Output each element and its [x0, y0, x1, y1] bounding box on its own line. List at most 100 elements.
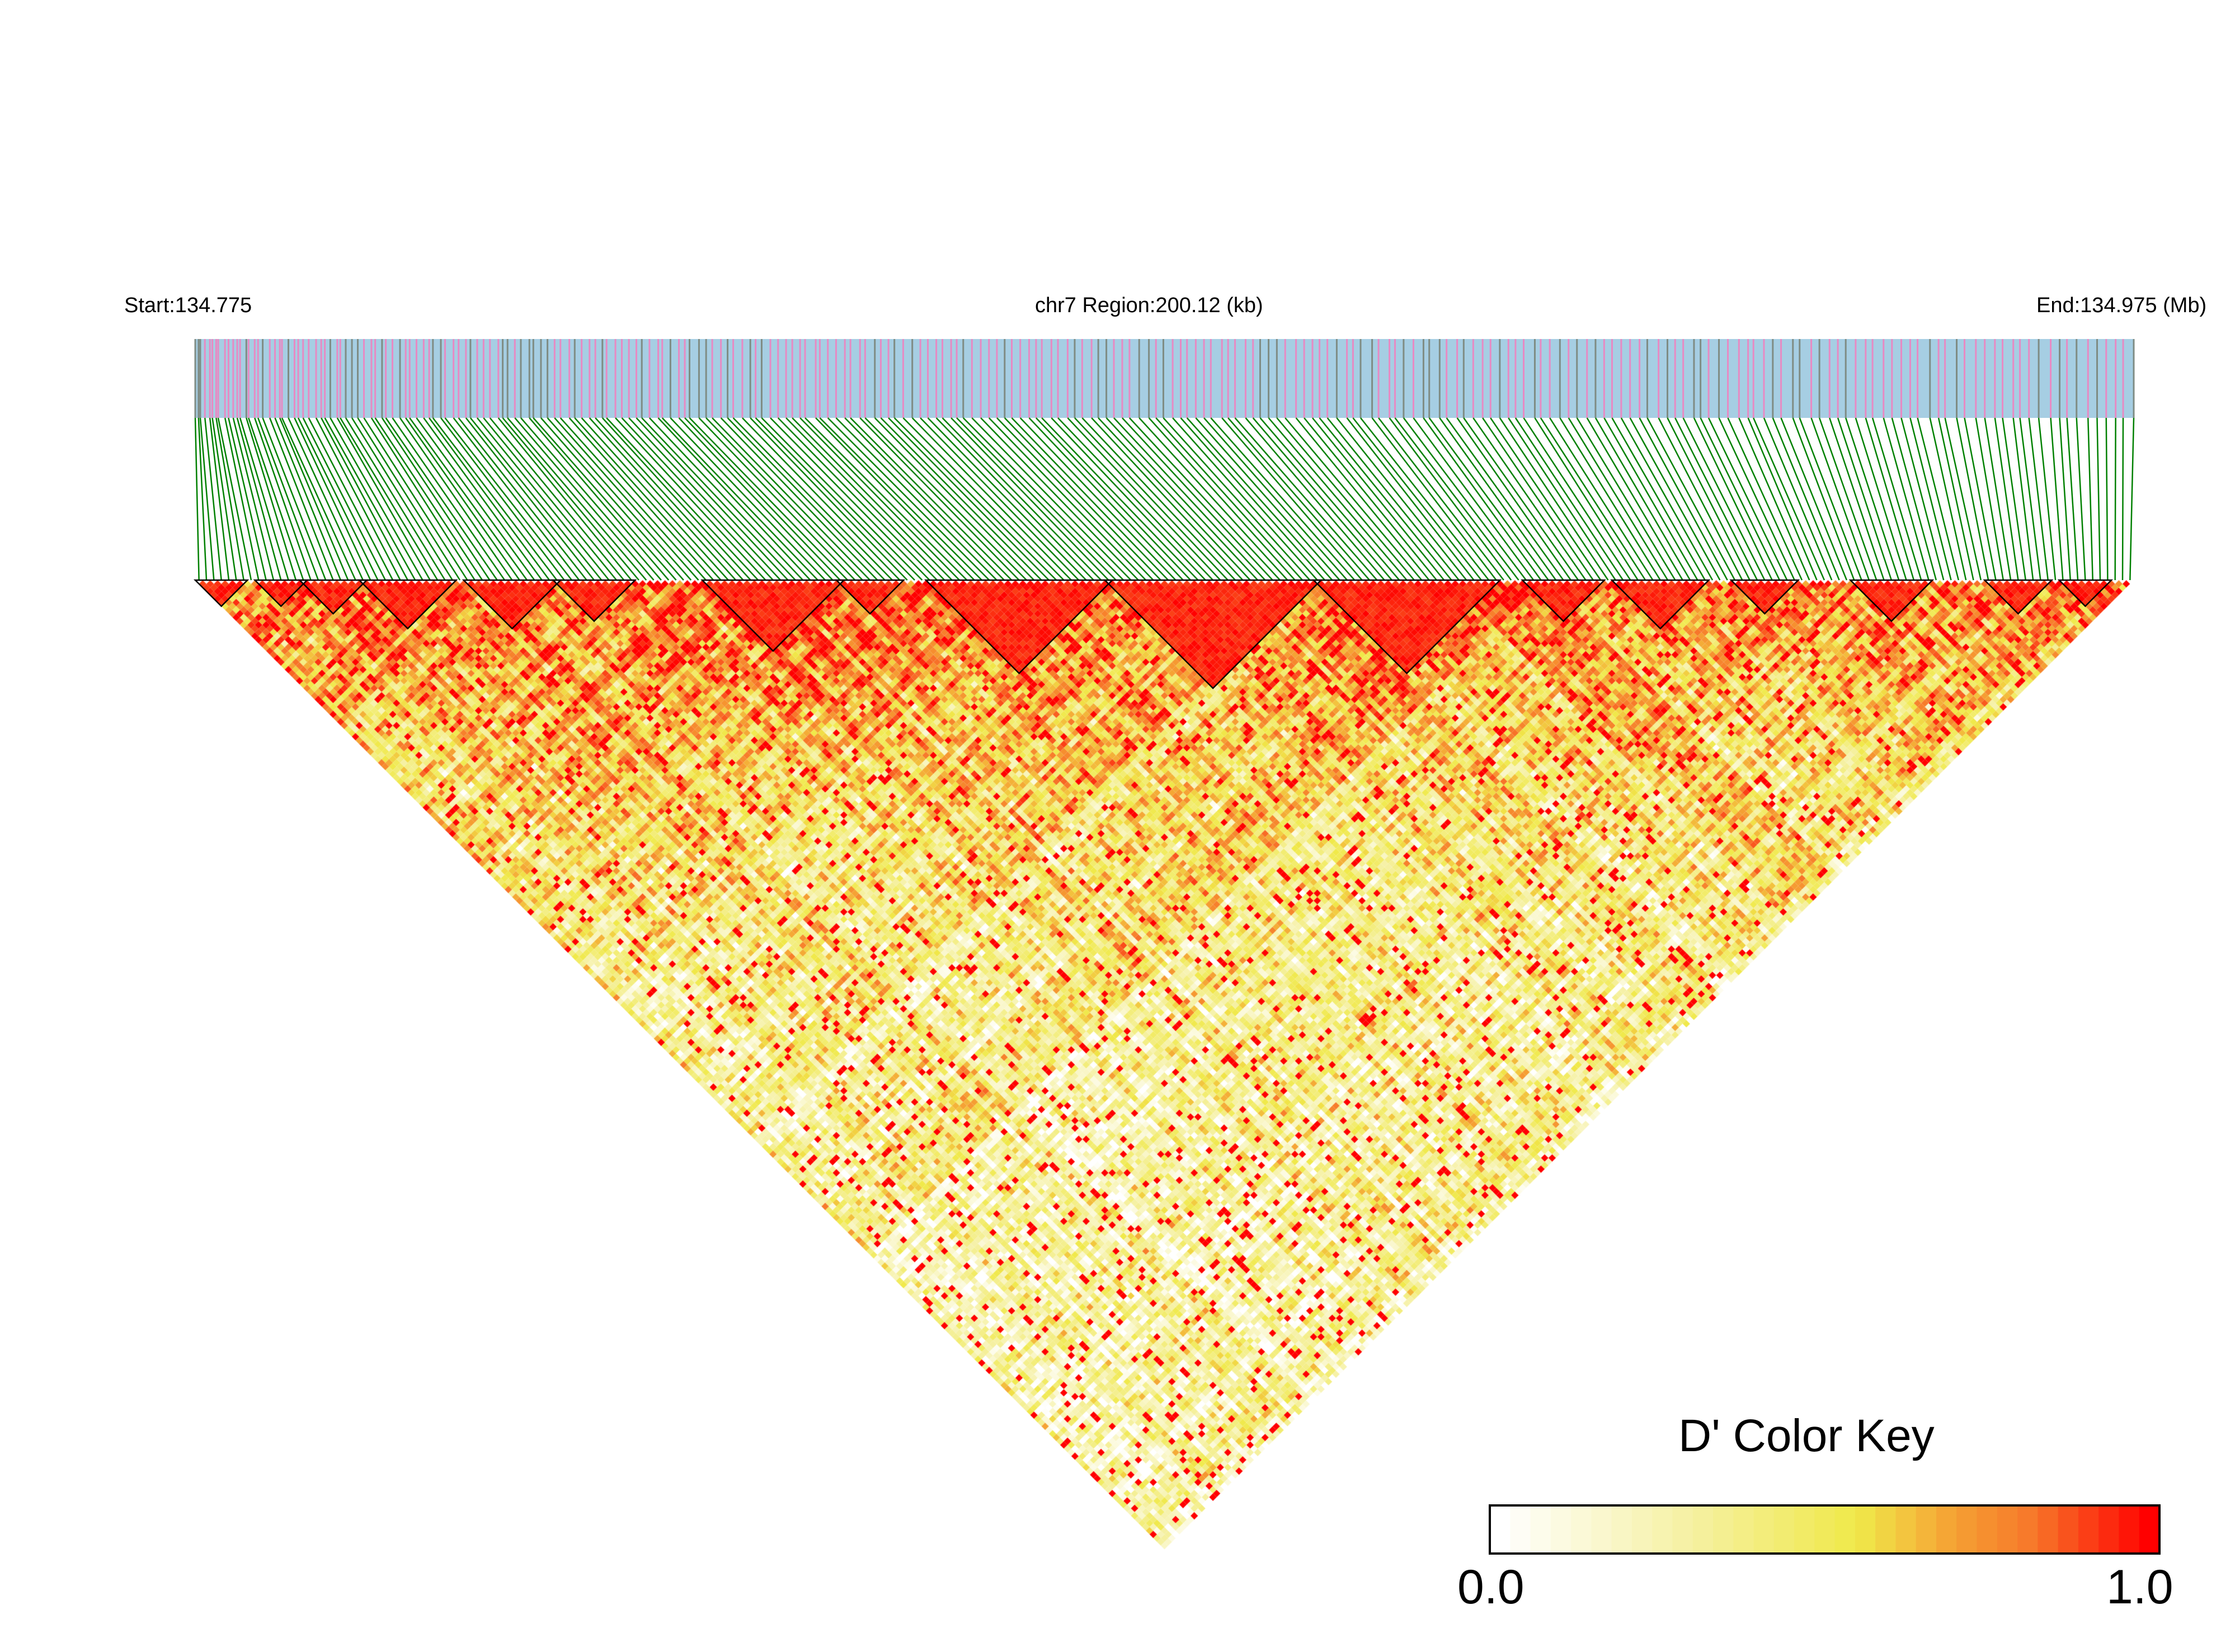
snp-link-line — [920, 417, 1080, 581]
snp-link-line — [1975, 417, 2005, 581]
snp-link-line — [469, 417, 603, 581]
color-key-bar — [1489, 1504, 2161, 1555]
snp-link-line — [988, 417, 1147, 581]
snp-link-line — [1944, 417, 1982, 581]
snp-link-line — [859, 417, 1020, 581]
snp-link-line — [1252, 417, 1392, 581]
snp-link-line — [1472, 417, 1587, 581]
color-key-swatch — [1855, 1505, 1876, 1554]
snp-link-line — [1098, 417, 1251, 581]
snp-link-line — [1629, 417, 1721, 581]
snp-link-line — [581, 417, 729, 581]
color-key-swatch — [1733, 1505, 1754, 1554]
snp-link-line — [1818, 417, 1878, 581]
snp-link-line — [215, 417, 244, 581]
ld-block-outline — [835, 579, 906, 615]
snp-link-line — [269, 417, 334, 581]
snp-link-line — [621, 417, 774, 581]
ld-block-outline — [1312, 579, 1502, 675]
snp-link-line — [1727, 417, 1803, 581]
snp-link-line — [370, 417, 476, 581]
snp-link-line — [423, 417, 543, 581]
snp-link-line — [2019, 417, 2041, 581]
snp-link-line — [1221, 417, 1363, 581]
snp-link-line — [363, 417, 468, 581]
snp-link-line — [1964, 417, 1997, 581]
snp-link-line — [712, 417, 871, 581]
color-key-swatch — [2058, 1505, 2079, 1554]
snp-link-line — [799, 417, 960, 581]
snp-link-line — [1956, 417, 1989, 581]
start-position-label: Start:134.775 — [124, 294, 252, 317]
snp-link-line — [477, 417, 610, 581]
snp-link-line — [547, 417, 692, 581]
ld-block-outlines — [193, 579, 2114, 690]
snp-link-line — [1155, 417, 1303, 581]
snp-link-line — [1259, 417, 1400, 581]
color-key-swatch — [1692, 1505, 1714, 1554]
snp-link-line — [727, 417, 886, 581]
snp-link-line — [489, 417, 625, 581]
snp-link-line — [1105, 417, 1259, 581]
snp-link-line — [254, 417, 312, 581]
snp-link-line — [615, 417, 766, 581]
snp-link-line — [236, 417, 282, 581]
snp-link-line — [1799, 417, 1862, 581]
color-key-swatch — [1895, 1505, 1917, 1554]
snp-link-line — [1268, 417, 1408, 581]
snp-link-line — [1540, 417, 1646, 581]
snp-link-line — [1549, 417, 1654, 581]
snp-link-line — [228, 417, 267, 581]
snp-link-line — [1463, 417, 1579, 581]
snp-link-line — [1148, 417, 1296, 581]
snp-link-line — [1319, 417, 1452, 581]
snp-link-line — [2028, 417, 2049, 581]
snp-link-line — [678, 417, 834, 581]
snp-link-line — [777, 417, 938, 581]
snp-link-line — [1312, 417, 1445, 581]
snp-link-line — [649, 417, 804, 581]
color-key-swatch — [1530, 1505, 1551, 1554]
color-key-swatch — [2078, 1505, 2100, 1554]
snp-link-line — [641, 417, 796, 581]
snp-link-line — [1780, 417, 1848, 581]
snp-link-line — [911, 417, 1072, 581]
color-key-swatch — [1591, 1505, 1612, 1554]
snp-link-line — [689, 417, 849, 581]
snp-link-line — [792, 417, 953, 581]
color-key-max-label: 1.0 — [2106, 1560, 2173, 1614]
snp-link-line — [1490, 417, 1602, 581]
snp-link-line — [1423, 417, 1542, 581]
snp-link-line — [705, 417, 863, 581]
ld-block-outline — [1521, 579, 1606, 623]
snp-link-line — [2059, 417, 2071, 581]
snp-link-line — [2076, 417, 2086, 581]
snp-link-line — [1929, 417, 1967, 581]
snp-link-line — [1707, 417, 1788, 581]
snp-link-line — [864, 417, 1027, 581]
snp-link-line — [194, 417, 200, 581]
ld-block-outline — [700, 579, 846, 652]
ld-block-outline — [357, 579, 458, 630]
snp-link-line — [1772, 417, 1840, 581]
snp-link-line — [902, 417, 1065, 581]
snp-link-line — [1871, 417, 1922, 581]
color-key-title: D' Color Key — [1678, 1410, 1935, 1461]
ld-block-outline — [298, 579, 369, 615]
snp-link-line — [657, 417, 811, 581]
snp-link-line — [392, 417, 506, 581]
snp-link-line — [554, 417, 699, 581]
snp-link-line — [381, 417, 491, 581]
color-key-swatch — [2017, 1505, 2039, 1554]
ld-block-outline — [1729, 579, 1800, 615]
snp-link-line — [996, 417, 1154, 581]
snp-link-line — [1700, 417, 1781, 581]
snp-link-line — [239, 417, 289, 581]
color-key-swatch — [1936, 1505, 1958, 1554]
snp-link-line — [1081, 417, 1236, 581]
snp-link-line — [440, 417, 565, 581]
snp-link-line — [351, 417, 453, 581]
snp-link-line — [942, 417, 1102, 581]
ld-block-outline — [1848, 579, 1935, 623]
